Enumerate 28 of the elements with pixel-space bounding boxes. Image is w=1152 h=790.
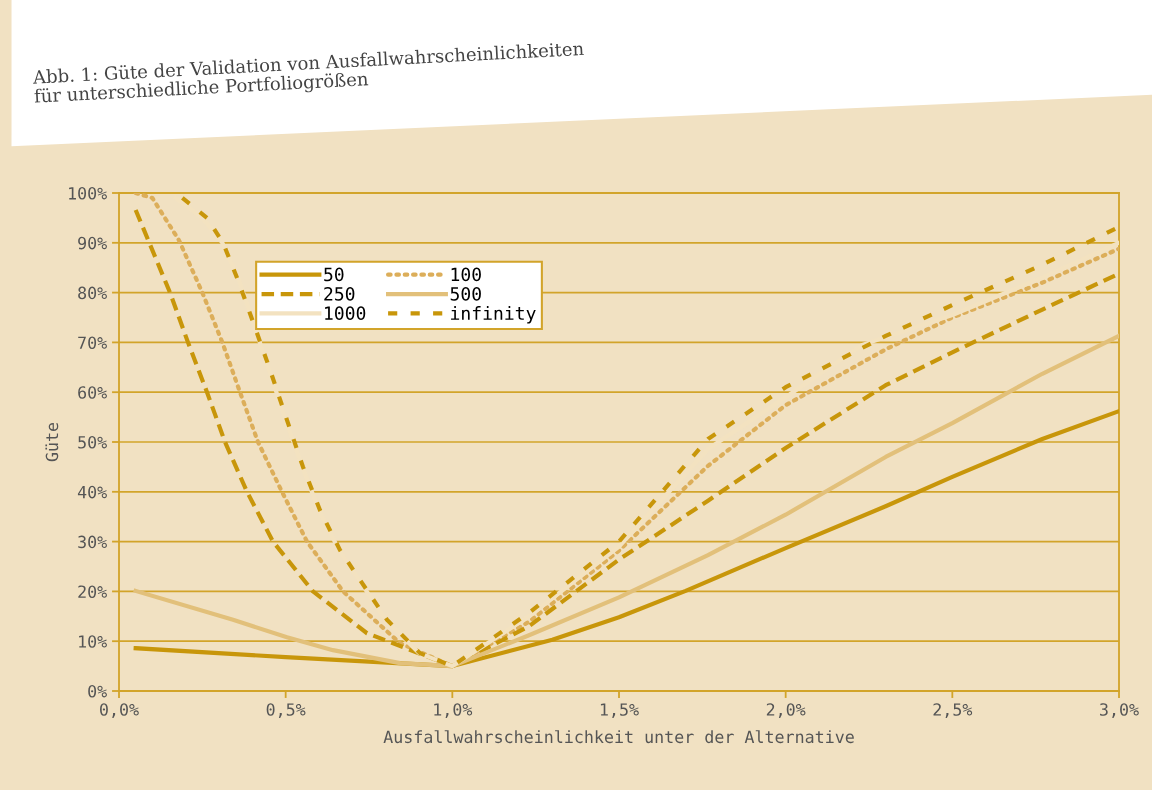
y-tick-label: 50% [78, 436, 107, 449]
legend-label: 500 [450, 287, 481, 301]
y-tick-label: 90% [78, 236, 107, 250]
legend-label: infinity [451, 306, 536, 324]
legend-label: 50 [324, 267, 344, 282]
legend-label: 1000 [325, 306, 366, 321]
x-tick-label: 1,5% [600, 703, 639, 718]
x-tick-label: 2,0% [766, 703, 806, 718]
x-tick-label: 3,0% [1100, 703, 1139, 718]
y-tick-label: 40% [77, 485, 107, 499]
y-tick-label: 20% [78, 585, 107, 599]
x-tick-label: 0,5% [266, 703, 306, 718]
y-axis-title: Güte [45, 422, 59, 462]
y-tick-label: 30% [78, 535, 107, 549]
legend-label: 100 [451, 267, 481, 282]
x-tick-label: 1,0% [434, 703, 473, 718]
y-tick-label: 10% [79, 635, 107, 648]
x-tick-label: 0,0% [100, 703, 139, 718]
line-series [133, 333, 1119, 669]
y-tick-label: 100% [69, 187, 107, 200]
x-axis-title: Ausfallwahrscheinlichkeit unter der Alternative [383, 730, 854, 744]
chart-title: Abb. 1: Güte der Validation von Ausfallwahrscheinlichkeiten für unterschiedliche Portfoliogrößen [32, 41, 584, 107]
y-tick-label: 80% [78, 286, 107, 300]
y-tick-label: 0% [88, 685, 107, 698]
x-tick-label: 2,5% [933, 703, 973, 718]
y-tick-label: 60% [78, 386, 107, 399]
y-tick-label: 70% [78, 336, 107, 350]
legend-label: 250 [324, 287, 355, 301]
